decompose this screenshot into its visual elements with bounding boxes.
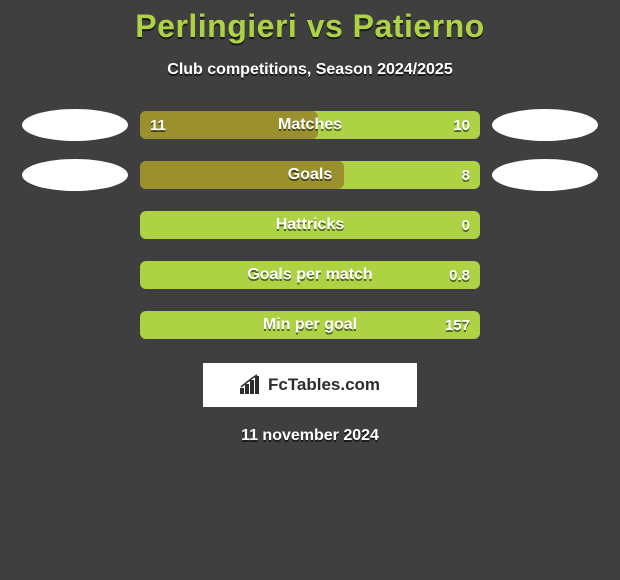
bar-goals-per-match: Goals per match 0.8 — [140, 261, 480, 289]
bar-label: Matches — [140, 111, 480, 139]
value-right: 157 — [445, 311, 470, 339]
row-hattricks: Hattricks 0 — [0, 209, 620, 241]
value-right: 8 — [462, 161, 470, 189]
team-ellipse-left — [22, 109, 128, 141]
row-matches: 11 Matches 10 — [0, 109, 620, 141]
row-goals-per-match: Goals per match 0.8 — [0, 259, 620, 291]
brand-box[interactable]: FcTables.com — [203, 363, 417, 407]
value-right: 10 — [453, 111, 470, 139]
team-ellipse-right — [492, 159, 598, 191]
bars-icon — [240, 374, 262, 396]
bar-min-per-goal: Min per goal 157 — [140, 311, 480, 339]
bar-goals: Goals 8 — [140, 161, 480, 189]
row-min-per-goal: Min per goal 157 — [0, 309, 620, 341]
bar-label: Min per goal — [140, 311, 480, 339]
generated-date: 11 november 2024 — [0, 427, 620, 445]
value-right: 0 — [462, 211, 470, 239]
comparison-rows: 11 Matches 10 Goals 8 Hattricks 0 G — [0, 109, 620, 341]
brand-text: FcTables.com — [268, 375, 380, 395]
page-subtitle: Club competitions, Season 2024/2025 — [0, 61, 620, 79]
bar-matches: 11 Matches 10 — [140, 111, 480, 139]
page-title: Perlingieri vs Patierno — [0, 0, 620, 45]
bar-hattricks: Hattricks 0 — [140, 211, 480, 239]
bar-label: Hattricks — [140, 211, 480, 239]
bar-label: Goals per match — [140, 261, 480, 289]
team-ellipse-right — [492, 109, 598, 141]
team-ellipse-left — [22, 159, 128, 191]
value-right: 0.8 — [449, 261, 470, 289]
row-goals: Goals 8 — [0, 159, 620, 191]
bar-label: Goals — [140, 161, 480, 189]
